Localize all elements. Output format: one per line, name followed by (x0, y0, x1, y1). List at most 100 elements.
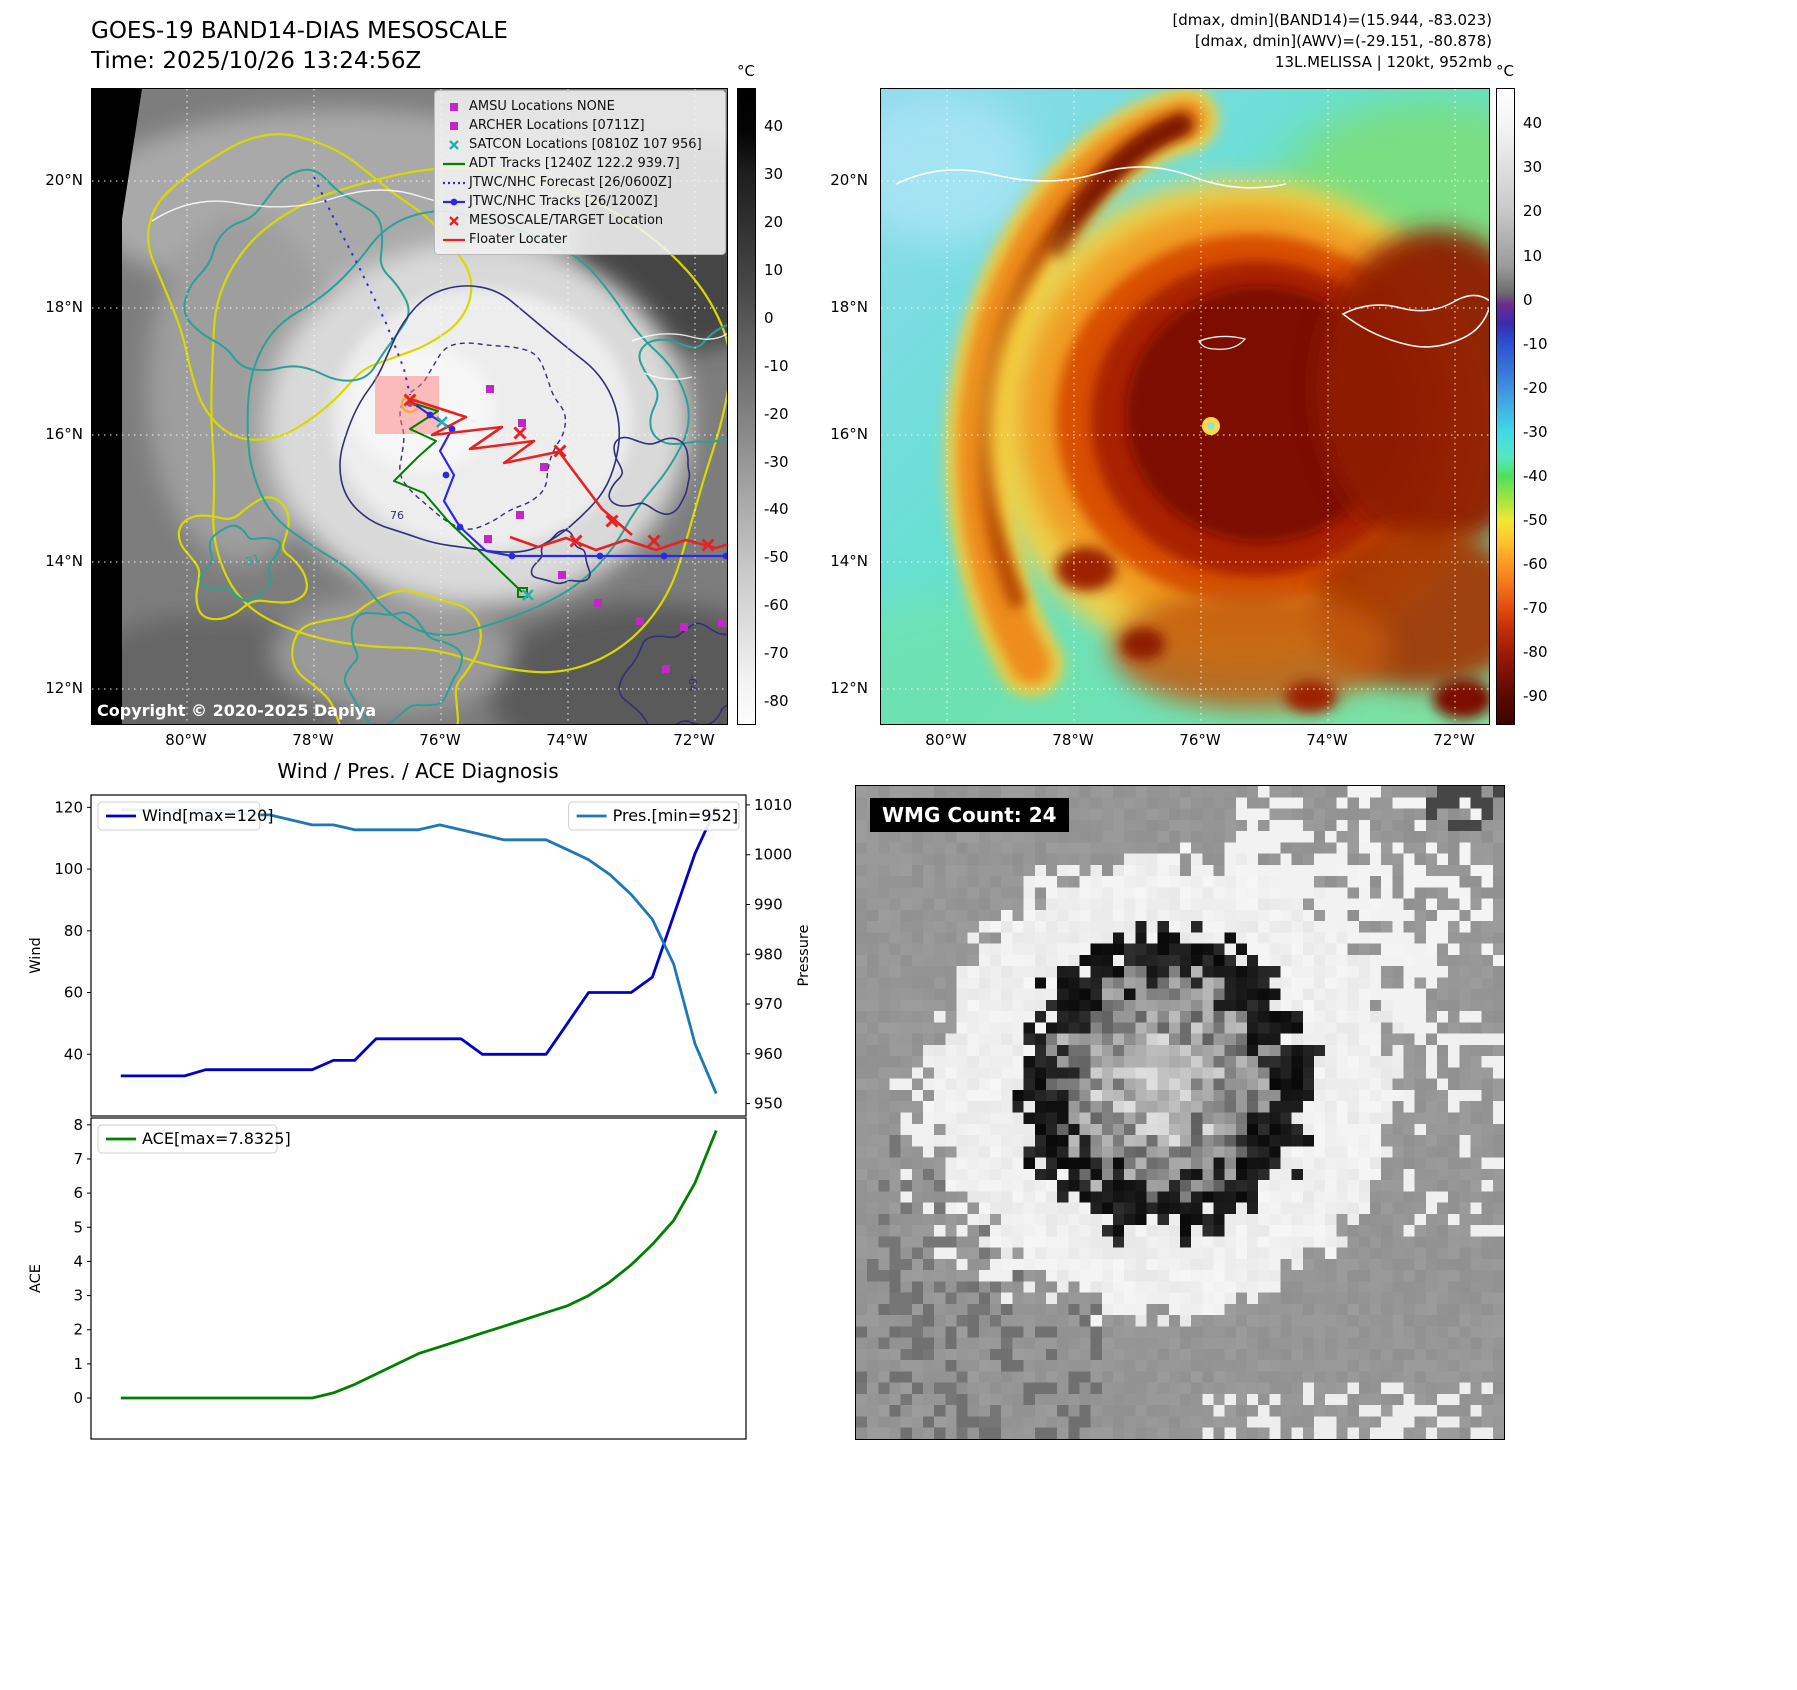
x-tick-label: 72°W (1433, 731, 1475, 749)
scan-edge-black-strip (92, 89, 122, 724)
chart-axis-label: ACE (28, 1264, 44, 1293)
y-tick-label: 14°N (830, 552, 868, 570)
copyright-text: Copyright © 2020-2025 Dapiya (97, 701, 377, 720)
colorbar-tick-label: 20 (764, 213, 784, 232)
storm-info-block: [dmax, dmin](BAND14)=(15.944, -83.023) [… (900, 10, 1492, 73)
chart-y-tick: 100 (54, 860, 83, 878)
colorbar-tick-label: 0 (1523, 290, 1533, 309)
colorbar-tick-label: -60 (764, 596, 789, 615)
awv-colorbar (1496, 88, 1515, 725)
latlon-grid (92, 89, 727, 724)
colorbar-tick-label: 0 (764, 308, 774, 327)
colorbar-tick-label: -20 (764, 404, 789, 423)
y-tick-label: 20°N (830, 171, 868, 189)
colorbar-tick-label: -40 (764, 500, 789, 519)
x-tick-label: 78°W (1052, 731, 1094, 749)
colorbar-tick-label: -70 (1523, 599, 1548, 618)
coastlines (895, 166, 1489, 350)
colorbar-tick-label: -80 (764, 692, 789, 711)
line-marker-icon (439, 157, 469, 171)
wmg-pixel-image (856, 786, 1504, 1439)
chart-y-tick: 40 (64, 1045, 83, 1063)
chart-y-tick: 3 (73, 1287, 83, 1305)
legend-label: ADT Tracks [1240Z 122.2 939.7] (469, 156, 680, 171)
track-overlay (313, 176, 727, 673)
legend-label: AMSU Locations NONE (469, 99, 615, 114)
coastlines (151, 189, 727, 380)
x-tick-label: 80°W (165, 731, 207, 749)
chart-axis-label: Wind (28, 937, 44, 973)
contour-label: -31 (241, 551, 262, 569)
chart-y-tick: 950 (754, 1095, 783, 1113)
chart-y-tick: 5 (73, 1218, 83, 1236)
chart-y-tick: 970 (754, 995, 783, 1013)
charts-title: Wind / Pres. / ACE Diagnosis (277, 759, 558, 783)
chart-y-tick: 980 (754, 945, 783, 963)
legend-label: SATCON Locations [0810Z 107 956] (469, 137, 702, 152)
chart-y-tick: 1000 (754, 846, 792, 864)
chart-y-tick: 60 (64, 984, 83, 1002)
colorbar-tick-label: -20 (1523, 378, 1548, 397)
chart-y-tick: 960 (754, 1045, 783, 1063)
y-tick-label: 12°N (45, 679, 83, 697)
colorbar-tick-label: 30 (764, 165, 784, 184)
square-marker-icon (439, 100, 469, 114)
chart-legend-label: Pres.[min=952] (613, 806, 738, 825)
legend-item: JTWC/NHC Forecast [26/0600Z] (439, 173, 719, 192)
colorbar-tick-label: 20 (1523, 202, 1543, 221)
chart-y-tick: 2 (73, 1321, 83, 1339)
square-marker-icon (439, 119, 469, 133)
legend-label: MESOSCALE/TARGET Location (469, 213, 664, 228)
y-tick-label: 18°N (830, 298, 868, 316)
chart-y-tick: 1 (73, 1355, 83, 1373)
colorbar-tick-label: -10 (764, 356, 789, 375)
chart-y-tick: 990 (754, 895, 783, 913)
diagnosis-charts: Wind / Pres. / ACE Diagnosis406080100120… (28, 759, 812, 1440)
dmax-dmin-awv: [dmax, dmin](AWV)=(-29.151, -80.878) (1194, 32, 1492, 50)
legend-label: ARCHER Locations [0711Z] (469, 118, 645, 133)
series-ACE[max=7.8325] (120, 1129, 718, 1400)
colorbar-tick-label: -50 (764, 548, 789, 567)
colorbar-tick-label: -30 (1523, 422, 1548, 441)
feeder-band (944, 89, 1219, 697)
line-dot-marker-icon (439, 195, 469, 209)
dotted-line-marker-icon (439, 176, 469, 190)
wmg-count-badge: WMG Count: 24 (870, 798, 1069, 832)
colorbar-tick-label: -80 (1523, 643, 1548, 662)
dmax-dmin-band14: [dmax, dmin](BAND14)=(15.944, -83.023) (1172, 11, 1492, 29)
chart-y-tick: 0 (73, 1389, 83, 1407)
x-tick-label: 76°W (1179, 731, 1221, 749)
colorbar-tick-label: -90 (1523, 687, 1548, 706)
y-tick-label: 20°N (45, 171, 83, 189)
colorbar-tick-label: 30 (1523, 158, 1543, 177)
chart-axis-label: Pressure (796, 924, 812, 986)
x-tick-label: 80°W (925, 731, 967, 749)
chart-y-tick: 1010 (754, 796, 792, 814)
legend-item: JTWC/NHC Tracks [26/1200Z] (439, 192, 719, 211)
panel-title: GOES-19 BAND14-DIAS MESOSCALE (91, 18, 508, 44)
x-marker-icon (439, 138, 469, 152)
chart-legend-label: ACE[max=7.8325] (142, 1129, 291, 1148)
colorbar-tick-label: -70 (764, 644, 789, 663)
legend-item: AMSU Locations NONE (439, 97, 719, 116)
band14-colorbar (737, 88, 756, 725)
wmg-panel: WMG Count: 24 (855, 785, 1505, 1440)
colorbar-tick-label: 10 (764, 261, 784, 279)
colorbar-tick-label: -30 (764, 452, 789, 471)
wind-pres-ace-diagnosis: Wind / Pres. / ACE Diagnosis 40 60 80 100 120… (20, 748, 835, 1458)
latlon-grid (881, 89, 1489, 724)
colorbar-tick-label: -50 (1523, 511, 1548, 529)
colorbar-tick-label: -60 (1523, 555, 1548, 574)
series-Wind[max=120] (120, 806, 718, 1078)
hurricane-cloud-mass (986, 179, 1489, 719)
chart-y-tick: 7 (73, 1150, 83, 1168)
x-tick-label: 78°W (292, 731, 334, 749)
colorbar-tick-label: 40 (1523, 114, 1543, 133)
legend-item: ADT Tracks [1240Z 122.2 939.7] (439, 154, 719, 173)
x-tick-label: 72°W (673, 731, 715, 749)
colorbar-unit-right: °C (1496, 62, 1514, 80)
chart-y-tick: 8 (73, 1116, 83, 1134)
y-tick-label: 18°N (45, 298, 83, 316)
line-marker-icon (439, 233, 469, 247)
